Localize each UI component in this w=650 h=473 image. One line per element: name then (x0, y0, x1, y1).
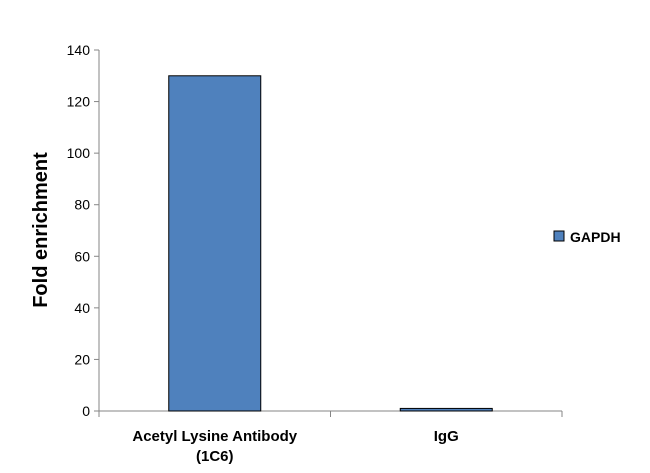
y-tick-label: 0 (82, 403, 90, 419)
x-category-label: IgG (434, 428, 459, 445)
y-axis-title: Fold enrichment (30, 152, 52, 308)
bar (399, 407, 493, 412)
tick-labels: 0 20 40 60 80 100 120 140 Acetyl Lysine Antibody… (67, 42, 459, 465)
y-tick-label: 120 (67, 94, 91, 110)
bars (168, 75, 493, 412)
y-tick-label: 100 (67, 145, 91, 161)
legend-label-gapdh: GAPDH (570, 229, 621, 245)
y-tick-label: 140 (67, 42, 91, 58)
x-category-label: Acetyl Lysine Antibody (132, 428, 297, 445)
y-tick-label: 20 (74, 351, 90, 367)
axes (94, 49, 563, 417)
x-category-label: (1C6) (196, 448, 234, 465)
y-tick-label: 80 (74, 197, 90, 213)
bar (168, 75, 262, 412)
y-tick-label: 40 (74, 300, 90, 316)
legend: GAPDH (553, 229, 621, 245)
legend-swatch-gapdh (553, 230, 565, 242)
y-tick-label: 60 (74, 248, 90, 264)
